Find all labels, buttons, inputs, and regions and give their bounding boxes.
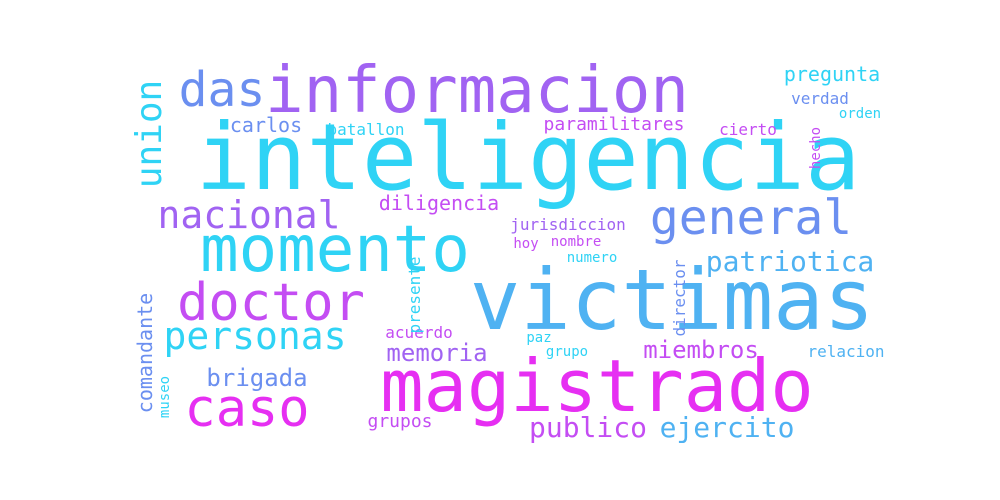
word-inteligencia: inteligencia bbox=[195, 104, 861, 211]
word-hecho: hecho bbox=[808, 126, 824, 170]
word-union: union bbox=[129, 79, 170, 189]
word-memoria: memoria bbox=[386, 339, 488, 367]
word-cierto: cierto bbox=[719, 120, 777, 139]
word-verdad: verdad bbox=[791, 89, 849, 108]
word-general: general bbox=[649, 190, 853, 246]
word-doctor: doctor bbox=[177, 273, 365, 333]
word-orden: orden bbox=[838, 106, 882, 122]
word-caso: caso bbox=[184, 379, 310, 439]
word-hoy: hoy bbox=[513, 236, 539, 252]
word-publico: publico bbox=[528, 411, 648, 444]
word-comandante: comandante bbox=[133, 292, 157, 414]
word-miembros: miembros bbox=[643, 336, 759, 364]
word-patriotica: patriotica bbox=[705, 245, 875, 278]
word-momento: momento bbox=[200, 213, 470, 287]
word-relacion: relacion bbox=[807, 342, 885, 361]
word-jurisdiccion: jurisdiccion bbox=[510, 215, 626, 234]
word-museo: museo bbox=[157, 375, 173, 419]
word-personas: personas bbox=[163, 314, 347, 358]
word-grupo: grupo bbox=[545, 344, 589, 360]
word-das: das bbox=[178, 62, 266, 118]
word-director: director bbox=[670, 259, 689, 337]
word-paramilitares: paramilitares bbox=[543, 114, 685, 135]
word-grupos: grupos bbox=[367, 411, 433, 432]
word-ejercito: ejercito bbox=[659, 411, 795, 444]
word-batallon: batallon bbox=[327, 120, 405, 139]
word-acuerdo: acuerdo bbox=[385, 323, 453, 342]
word-nacional: nacional bbox=[157, 193, 341, 237]
word-pregunta: pregunta bbox=[783, 62, 881, 86]
word-carlos: carlos bbox=[229, 113, 303, 137]
word-brigada: brigada bbox=[206, 364, 308, 392]
word-diligencia: diligencia bbox=[378, 191, 500, 215]
word-paz: paz bbox=[526, 330, 552, 346]
word-numero: numero bbox=[566, 250, 618, 266]
word-magistrado: magistrado bbox=[380, 344, 814, 428]
word-informacion: informacion bbox=[265, 54, 689, 128]
word-nombre: nombre bbox=[550, 234, 602, 250]
word-presente: presente bbox=[405, 256, 424, 334]
word-victimas: victimas bbox=[469, 251, 875, 349]
